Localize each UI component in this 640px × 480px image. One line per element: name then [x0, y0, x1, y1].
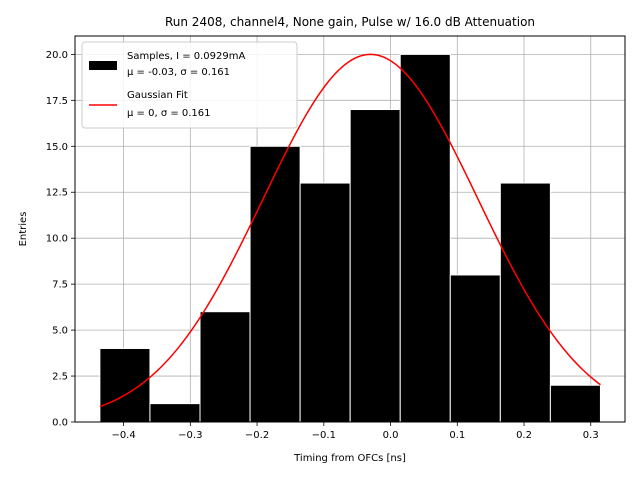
y-axis-label: Entries	[18, 212, 29, 247]
x-tick-label: −0.2	[245, 430, 269, 441]
legend-box	[81, 41, 298, 129]
legend: Samples, I = 0.0929mA μ = -0.03, σ = 0.1…	[81, 41, 298, 129]
y-tick-label: 20.0	[46, 50, 68, 61]
legend-fit-line1: Gaussian Fit	[127, 90, 188, 101]
x-tick-label: 0.3	[583, 430, 599, 441]
gaussian-fit-curve	[99, 53, 601, 408]
legend-samples-swatch	[89, 61, 117, 70]
chart-title: Run 2408, channel4, None gain, Pulse w/ …	[165, 15, 535, 29]
histogram-bar	[99, 347, 151, 423]
y-tick-label: 2.5	[52, 372, 68, 383]
x-tick-label: −0.4	[111, 430, 135, 441]
x-tick-label: 0.1	[449, 430, 465, 441]
histogram-bar	[449, 274, 501, 423]
y-tick-label: 15.0	[46, 142, 68, 153]
histogram-bar	[499, 182, 551, 423]
x-tick-label: 0.0	[383, 430, 399, 441]
legend-fit-line2: μ = 0, σ = 0.161	[127, 108, 211, 119]
histogram-bar	[249, 145, 301, 423]
x-axis-label: Timing from OFCs [ns]	[293, 453, 406, 464]
histogram-bar	[549, 384, 601, 423]
x-tick-label: −0.1	[312, 430, 336, 441]
x-tick-label: −0.3	[178, 430, 202, 441]
histogram-bar	[399, 53, 451, 423]
y-tick-label: 5.0	[52, 326, 68, 337]
x-axis-ticks: −0.4 −0.3 −0.2 −0.1 0.0 0.1 0.2 0.3	[111, 422, 599, 441]
y-tick-label: 17.5	[46, 96, 68, 107]
histogram-bar	[199, 311, 251, 423]
plot-frame	[74, 35, 626, 423]
histogram-bar	[349, 109, 401, 423]
legend-samples-line1: Samples, I = 0.0929mA	[127, 51, 245, 62]
y-tick-label: 7.5	[52, 280, 68, 291]
y-tick-label: 10.0	[46, 234, 68, 245]
histogram-bars	[99, 53, 601, 423]
x-tick-label: 0.2	[516, 430, 532, 441]
y-tick-label: 0.0	[52, 418, 68, 429]
y-tick-label: 12.5	[46, 188, 68, 199]
histogram-bar	[299, 182, 351, 423]
y-axis-ticks: 0.0 2.5 5.0 7.5 10.0 12.5 15.0 17.5 20.0	[46, 50, 75, 429]
histogram-bar	[149, 403, 201, 423]
legend-samples-line2: μ = -0.03, σ = 0.161	[127, 67, 230, 78]
